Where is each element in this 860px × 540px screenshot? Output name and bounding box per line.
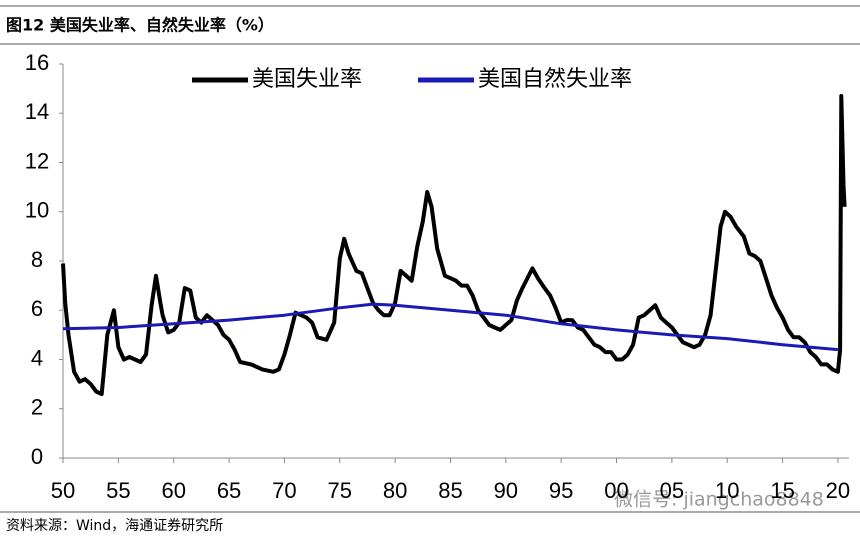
x-tick-label: 90 xyxy=(494,478,518,503)
x-tick-label: 70 xyxy=(272,478,296,503)
y-tick-label: 12 xyxy=(25,148,49,173)
x-tick-label: 60 xyxy=(161,478,185,503)
source: 资料来源：Wind，海通证券研究所 xyxy=(6,518,223,534)
y-tick-label: 14 xyxy=(25,99,49,124)
series-line xyxy=(61,94,847,396)
y-tick-label: 6 xyxy=(31,296,43,321)
x-tick-label: 95 xyxy=(549,478,573,503)
x-tick-label: 55 xyxy=(106,478,130,503)
x-tick-label: 05 xyxy=(660,478,684,503)
x-tick-label: 75 xyxy=(328,478,352,503)
x-tick-label: 10 xyxy=(715,478,739,503)
y-tick-label: 0 xyxy=(31,444,43,469)
x-tick-label: 50 xyxy=(51,478,75,503)
legend-label: 美国失业率 xyxy=(252,67,362,92)
y-tick-label: 10 xyxy=(25,198,49,223)
series-line xyxy=(62,302,839,352)
y-tick-label: 16 xyxy=(25,50,49,75)
y-tick-label: 2 xyxy=(31,395,43,420)
x-tick-label: 00 xyxy=(604,478,628,503)
y-tick-label: 8 xyxy=(31,247,43,272)
chart-title: 图12 美国失业率、自然失业率（%） xyxy=(6,16,274,35)
x-tick-label: 20 xyxy=(826,478,850,503)
watermark: 微信号: jiangchao8848 xyxy=(614,489,824,511)
x-tick-label: 65 xyxy=(217,478,241,503)
x-tick-label: 15 xyxy=(770,478,794,503)
y-tick-label: 4 xyxy=(31,345,43,370)
x-tick-label: 80 xyxy=(383,478,407,503)
x-tick-label: 85 xyxy=(438,478,462,503)
legend-label: 美国自然失业率 xyxy=(478,67,632,92)
